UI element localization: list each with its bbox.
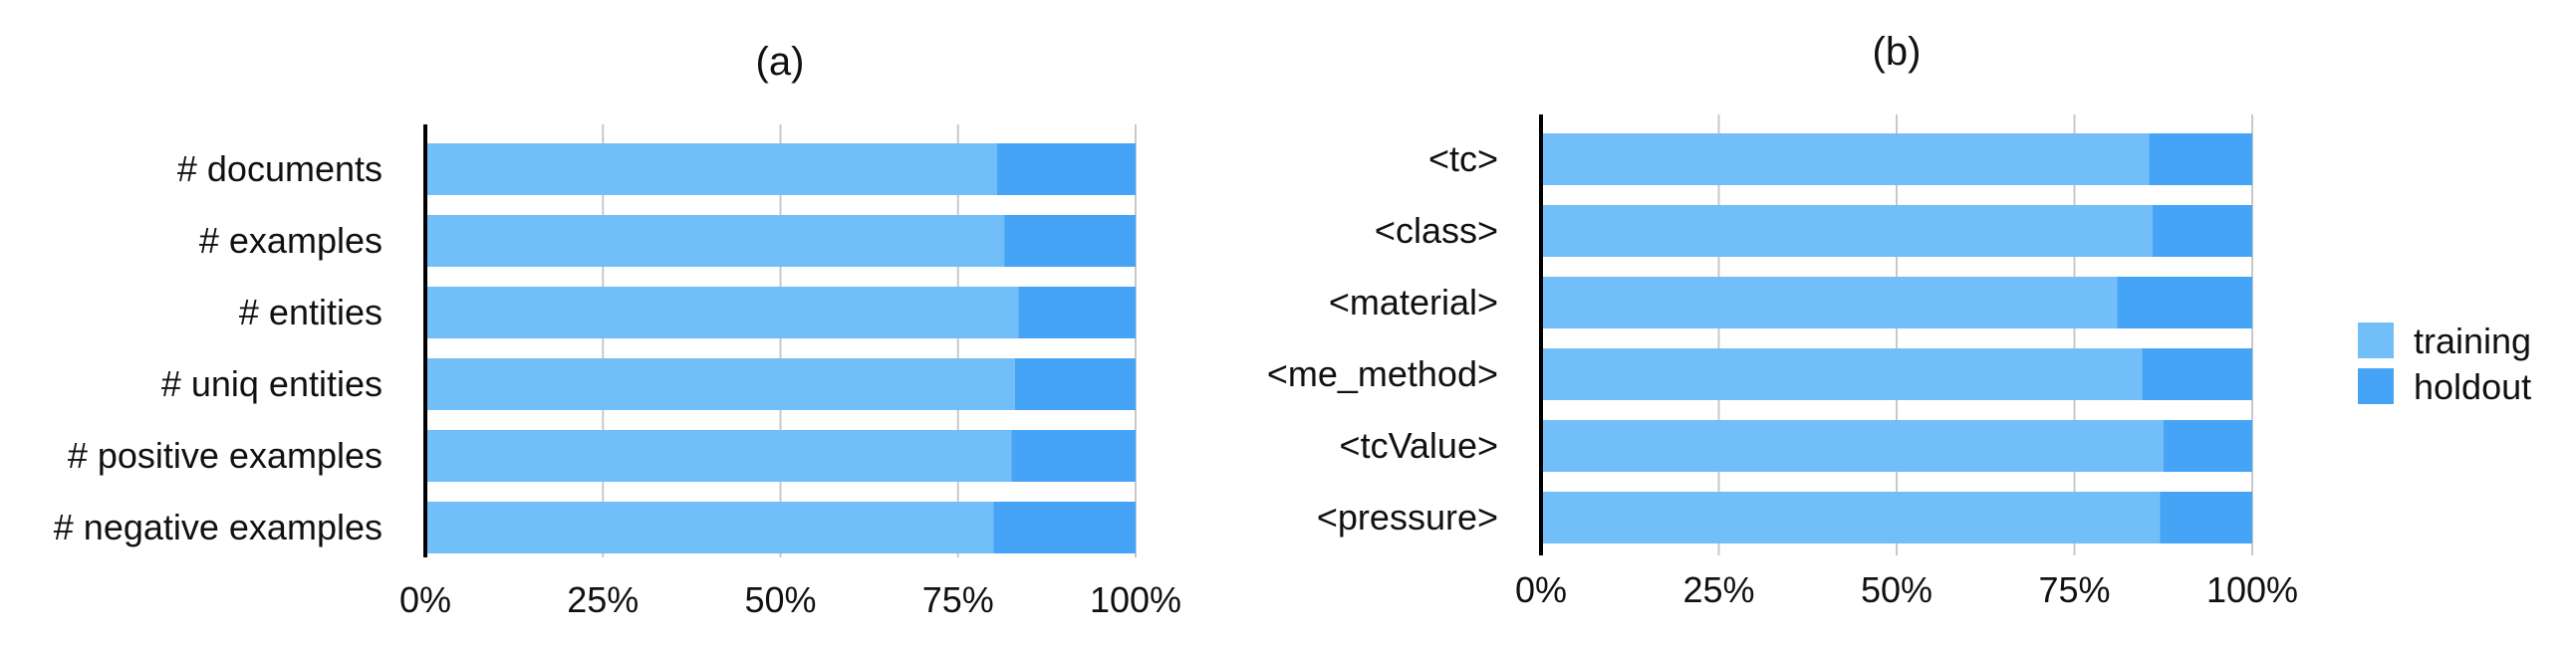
category-label: <tcValue> bbox=[1340, 425, 1498, 466]
panel-a: (a) 0% 25% 50% 75% 100% # documents # examples #… bbox=[54, 40, 1181, 620]
bar-training bbox=[425, 287, 1019, 338]
panel-b: (b) 0% 25% 50% 75% 100% <tc> <class> <material> <… bbox=[1267, 30, 2298, 610]
panel-title: (b) bbox=[1873, 30, 1922, 74]
legend-label-training: training bbox=[2414, 321, 2531, 361]
bar-holdout bbox=[1011, 430, 1136, 482]
x-tick-label: 0% bbox=[1515, 569, 1567, 610]
category-label: <tc> bbox=[1428, 138, 1498, 179]
bar-holdout bbox=[2149, 133, 2252, 185]
x-tick-label: 50% bbox=[1861, 569, 1932, 610]
bar-training bbox=[425, 358, 1015, 410]
x-tick-label: 100% bbox=[1090, 579, 1181, 620]
x-tick-label: 75% bbox=[922, 579, 994, 620]
bar-holdout bbox=[993, 502, 1136, 553]
category-label: # uniq entities bbox=[161, 363, 383, 404]
bar-training bbox=[1541, 348, 2143, 400]
category-label: <me_method> bbox=[1267, 353, 1498, 394]
x-tick-label: 0% bbox=[399, 579, 451, 620]
bar-training bbox=[425, 215, 1005, 267]
category-label: <material> bbox=[1329, 282, 1498, 323]
bar-holdout bbox=[1014, 358, 1136, 410]
category-label: # negative examples bbox=[54, 507, 383, 547]
bar-holdout bbox=[2142, 348, 2252, 400]
legend: training holdout bbox=[2358, 321, 2531, 407]
bar-holdout bbox=[2163, 420, 2252, 472]
x-tick-label: 25% bbox=[1682, 569, 1754, 610]
bar-holdout bbox=[2160, 492, 2252, 543]
bar-training bbox=[425, 502, 994, 553]
bar-training bbox=[425, 430, 1012, 482]
bar-holdout bbox=[2153, 205, 2252, 257]
bar-training bbox=[1541, 277, 2118, 328]
category-label: <pressure> bbox=[1317, 497, 1498, 538]
bar-training bbox=[1541, 420, 2164, 472]
x-tick-label: 100% bbox=[2206, 569, 2298, 610]
x-tick-label: 50% bbox=[744, 579, 816, 620]
category-label: # entities bbox=[239, 292, 383, 332]
bar-holdout bbox=[1018, 287, 1136, 338]
bar-training bbox=[1541, 492, 2161, 543]
x-tick-label: 75% bbox=[2038, 569, 2110, 610]
x-tick-label: 25% bbox=[567, 579, 639, 620]
bar-holdout bbox=[2117, 277, 2252, 328]
category-label: # positive examples bbox=[68, 435, 383, 476]
panel-title: (a) bbox=[756, 40, 805, 84]
legend-label-holdout: holdout bbox=[2414, 366, 2531, 407]
bar-training bbox=[425, 143, 997, 195]
bar-holdout bbox=[996, 143, 1136, 195]
category-label: # documents bbox=[177, 148, 383, 189]
legend-swatch-holdout bbox=[2358, 368, 2394, 404]
category-label: # examples bbox=[199, 220, 383, 261]
bar-training bbox=[1541, 205, 2154, 257]
bar-training bbox=[1541, 133, 2150, 185]
category-label: <class> bbox=[1375, 210, 1498, 251]
bar-holdout bbox=[1004, 215, 1136, 267]
legend-swatch-training bbox=[2358, 323, 2394, 358]
